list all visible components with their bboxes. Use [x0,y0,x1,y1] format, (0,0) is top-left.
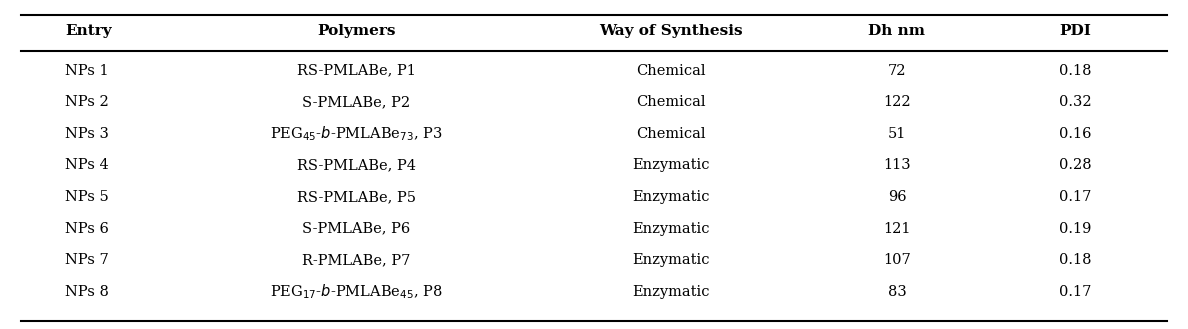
Text: Chemical: Chemical [637,64,706,78]
Text: Enzymatic: Enzymatic [632,285,710,299]
Text: 122: 122 [883,95,911,109]
Text: Enzymatic: Enzymatic [632,190,710,204]
Text: 0.17: 0.17 [1059,190,1092,204]
Text: NPs 2: NPs 2 [65,95,109,109]
Text: NPs 6: NPs 6 [65,222,109,236]
Text: R-PMLABe, P7: R-PMLABe, P7 [302,253,411,267]
Text: S-PMLABe, P2: S-PMLABe, P2 [302,95,411,109]
Text: 121: 121 [883,222,911,236]
Text: Polymers: Polymers [317,24,396,38]
Text: 0.32: 0.32 [1059,95,1092,109]
Text: Entry: Entry [65,24,112,38]
Text: Chemical: Chemical [637,127,706,141]
Text: Enzymatic: Enzymatic [632,159,710,172]
Text: Chemical: Chemical [637,95,706,109]
Text: NPs 3: NPs 3 [65,127,109,141]
Text: 113: 113 [883,159,911,172]
Text: 0.18: 0.18 [1059,64,1092,78]
Text: 0.16: 0.16 [1059,127,1092,141]
Text: 72: 72 [887,64,906,78]
Text: PEG$_{45}$-$b$-PMLABe$_{73}$, P3: PEG$_{45}$-$b$-PMLABe$_{73}$, P3 [270,125,443,143]
Text: RS-PMLABe, P4: RS-PMLABe, P4 [297,159,416,172]
Text: Dh nm: Dh nm [868,24,925,38]
Text: 107: 107 [883,253,911,267]
Text: NPs 5: NPs 5 [65,190,109,204]
Text: Enzymatic: Enzymatic [632,253,710,267]
Text: 96: 96 [887,190,906,204]
Text: NPs 7: NPs 7 [65,253,109,267]
Text: PDI: PDI [1060,24,1091,38]
Text: Enzymatic: Enzymatic [632,222,710,236]
Text: 0.19: 0.19 [1059,222,1092,236]
Text: 0.28: 0.28 [1059,159,1092,172]
Text: NPs 4: NPs 4 [65,159,109,172]
Text: Way of Synthesis: Way of Synthesis [600,24,742,38]
Text: PEG$_{17}$-$b$-PMLABe$_{45}$, P8: PEG$_{17}$-$b$-PMLABe$_{45}$, P8 [270,283,443,301]
Text: 83: 83 [887,285,906,299]
Text: RS-PMLABe, P1: RS-PMLABe, P1 [297,64,416,78]
Text: 51: 51 [887,127,906,141]
Text: RS-PMLABe, P5: RS-PMLABe, P5 [297,190,416,204]
Text: NPs 8: NPs 8 [65,285,109,299]
Text: 0.17: 0.17 [1059,285,1092,299]
Text: 0.18: 0.18 [1059,253,1092,267]
Text: S-PMLABe, P6: S-PMLABe, P6 [302,222,411,236]
Text: NPs 1: NPs 1 [65,64,109,78]
